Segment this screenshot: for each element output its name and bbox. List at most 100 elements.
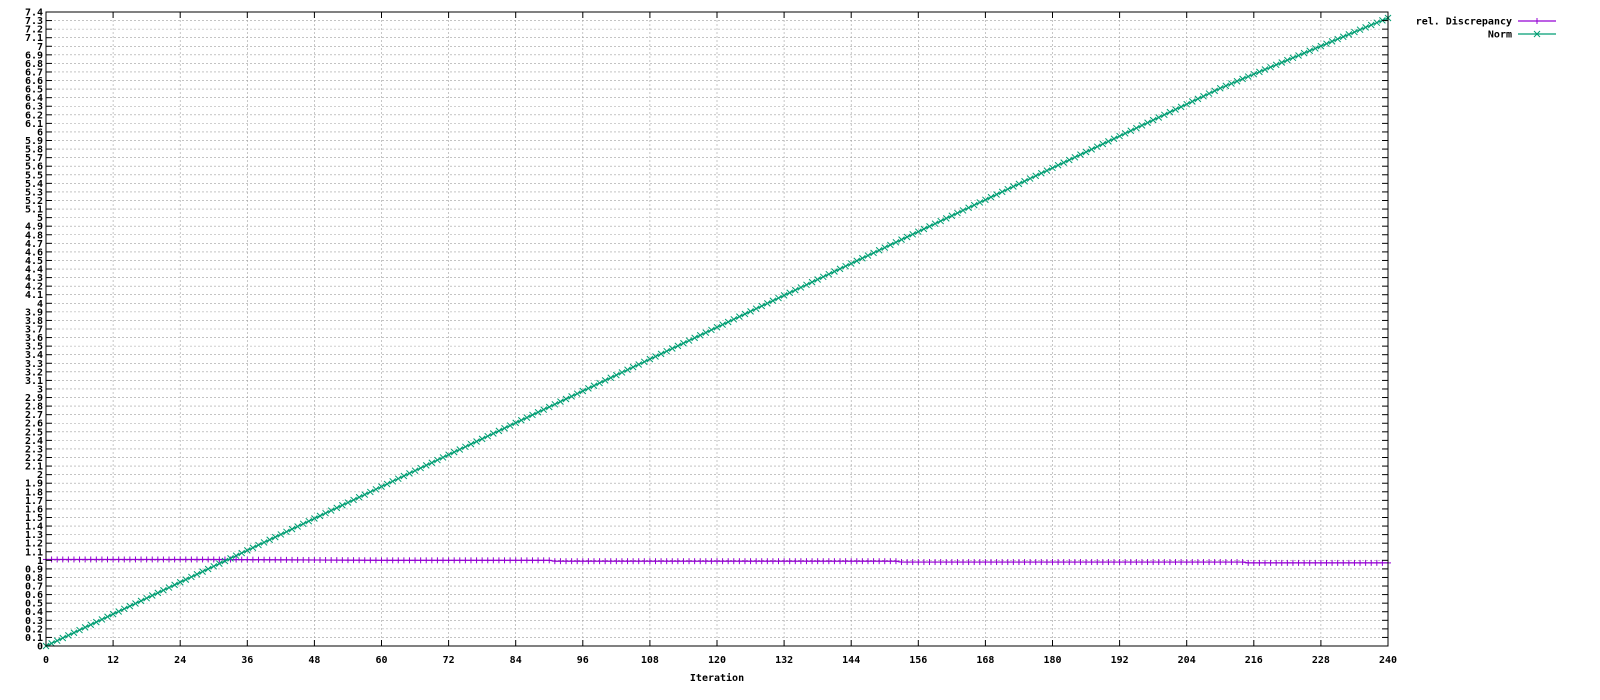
data-point (456, 557, 463, 564)
data-point (753, 558, 760, 565)
data-point (803, 281, 810, 289)
data-point (1334, 35, 1342, 43)
data-point (1362, 24, 1369, 31)
data-point (495, 557, 502, 564)
y-tick-label: 6.3 (25, 102, 43, 113)
y-tick-label: 4.4 (25, 265, 43, 276)
data-point (624, 366, 631, 374)
legend: rel. Discrepancy Norm (1416, 16, 1556, 41)
data-point (434, 557, 441, 564)
data-point (76, 626, 83, 634)
data-point (1306, 559, 1313, 566)
data-point (322, 509, 329, 517)
data-point (294, 523, 301, 530)
x-tick-label: 240 (1379, 655, 1397, 666)
y-tick-label: 3.5 (25, 342, 43, 353)
data-point (1166, 108, 1174, 116)
data-point (1188, 98, 1196, 105)
data-point (792, 558, 799, 565)
data-point (814, 558, 821, 565)
y-tick-label: 6.1 (25, 119, 43, 130)
y-tick-label: 0.8 (25, 573, 43, 584)
data-point (1038, 559, 1045, 566)
data-point (1172, 106, 1179, 113)
data-point (1206, 559, 1213, 566)
data-point (277, 531, 285, 538)
y-tick-label: 1.9 (25, 479, 43, 490)
data-point (819, 273, 827, 281)
data-point (1367, 21, 1375, 29)
data-point (618, 558, 625, 565)
data-point (669, 558, 676, 565)
data-point (1351, 559, 1358, 566)
data-point (870, 249, 877, 257)
data-point (372, 485, 380, 493)
data-point (786, 289, 794, 297)
y-tick-label: 1.7 (25, 496, 43, 507)
y-tick-label: 5.5 (25, 170, 43, 181)
data-point (1099, 559, 1106, 566)
data-point (909, 230, 917, 238)
y-tick-label: 0.5 (25, 599, 43, 610)
data-point (725, 558, 732, 565)
data-point (987, 559, 994, 566)
data-point (1289, 54, 1297, 62)
y-tick-label: 2 (37, 470, 43, 481)
data-point (473, 438, 480, 445)
data-point (440, 557, 447, 564)
data-point (98, 556, 105, 563)
y-tick-label: 6.2 (25, 110, 43, 121)
data-point (1283, 56, 1291, 64)
data-point (428, 557, 435, 564)
data-point (696, 331, 704, 339)
data-point (1065, 156, 1073, 164)
data-point (881, 558, 888, 565)
data-point (473, 557, 480, 564)
data-point (143, 594, 151, 602)
x-tick-label: 168 (976, 655, 994, 666)
data-point (367, 557, 374, 564)
data-point (115, 556, 122, 563)
data-point (551, 400, 559, 408)
data-point (998, 188, 1006, 196)
data-point (747, 307, 754, 315)
data-point (825, 558, 832, 565)
y-tick-label: 1.3 (25, 530, 43, 541)
data-point (719, 558, 726, 565)
x-tick-label: 60 (375, 655, 387, 666)
data-point (1379, 559, 1386, 566)
x-tick-label: 108 (641, 655, 659, 666)
y-tick-label: 5.7 (25, 153, 43, 164)
data-point (736, 558, 743, 565)
data-point (1122, 559, 1129, 566)
data-point (467, 557, 474, 564)
data-point (490, 557, 497, 564)
data-point (652, 353, 659, 360)
data-point (188, 556, 195, 563)
data-point (445, 451, 452, 459)
x-axis: 0 12 24 36 48 60 72 84 96 108 120 132 144 156 168 180 19… (43, 12, 1397, 666)
y-tick-label: 4.9 (25, 222, 43, 233)
data-point (982, 559, 989, 566)
data-point (339, 557, 346, 564)
y-tick-label: 3.4 (25, 350, 43, 361)
data-point (1200, 559, 1207, 566)
data-point (1110, 135, 1118, 143)
data-point (1144, 119, 1151, 127)
data-point (920, 559, 927, 566)
data-point (568, 392, 575, 400)
data-point (1166, 559, 1173, 566)
data-point (702, 558, 709, 565)
grid (46, 12, 1388, 646)
y-tick-label: 4.3 (25, 273, 43, 284)
data-point (110, 556, 117, 563)
data-point (299, 520, 307, 528)
data-point (322, 557, 329, 564)
y-tick-label: 6.5 (25, 85, 43, 96)
data-point (137, 597, 145, 605)
y-tick-label: 1.6 (25, 504, 43, 515)
data-point (629, 363, 637, 371)
data-point (1127, 559, 1134, 566)
data-point (87, 556, 94, 563)
data-point (512, 419, 520, 427)
